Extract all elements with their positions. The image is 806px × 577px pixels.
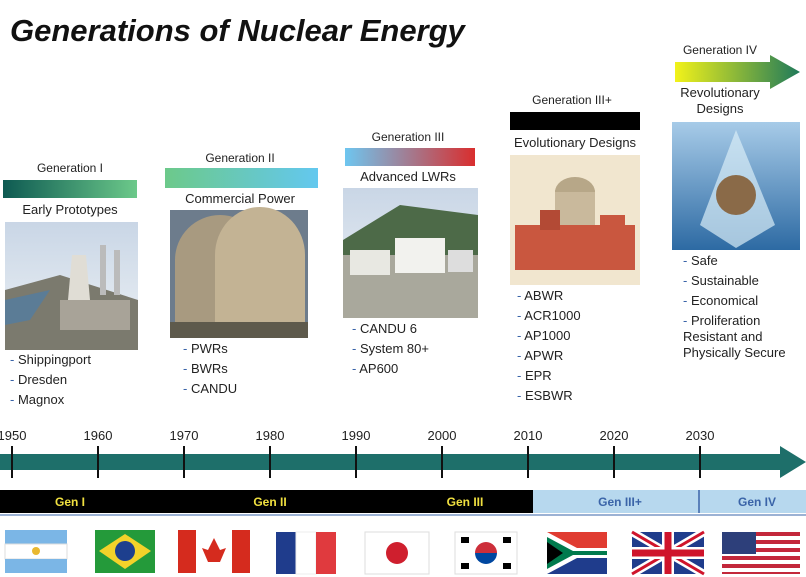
flag-canada	[178, 530, 250, 573]
year-label: 2030	[686, 428, 715, 444]
year-label: 1980	[256, 428, 285, 444]
list-item: AP600	[352, 361, 398, 377]
generation-subtitle: Revolutionary Designs	[670, 85, 770, 117]
generation-label: Generation I	[37, 160, 103, 176]
flag-argentina	[5, 530, 67, 573]
list-item: CANDU 6	[352, 321, 417, 337]
era-label: Gen III	[447, 494, 484, 510]
list-item: System 80+	[352, 341, 429, 357]
flags	[5, 530, 800, 574]
list-item: Economical	[683, 293, 793, 309]
year-label: 1960	[84, 428, 113, 444]
generation-label: Generation III+	[532, 92, 612, 108]
generation-subtitle: Evolutionary Designs	[514, 135, 636, 151]
timeline-band	[0, 454, 785, 470]
generation-subtitle: Advanced LWRs	[360, 169, 456, 185]
title: Generations of Nuclear Energy	[10, 12, 465, 50]
gen3-bar	[345, 148, 475, 166]
year-label: 2010	[514, 428, 543, 444]
list-item: BWRs	[183, 361, 228, 377]
timeline-arrowhead	[780, 446, 806, 478]
flag-brazil	[95, 530, 155, 573]
list-item: Safe	[683, 253, 793, 269]
list-item: APWR	[517, 348, 563, 364]
year-label: 2020	[600, 428, 629, 444]
flag-france	[276, 532, 336, 574]
gen4-image	[672, 122, 800, 250]
gen2-image	[170, 207, 308, 338]
list-item: EPR	[517, 368, 552, 384]
era-label: Gen I	[55, 494, 85, 510]
era-label: Gen II	[253, 494, 286, 510]
gen4-arrow	[675, 55, 800, 89]
flag-uk	[632, 532, 704, 574]
list-item: AP1000	[517, 328, 571, 344]
list-item: PWRs	[183, 341, 228, 357]
generation-subtitle: Commercial Power	[185, 191, 295, 207]
year-label: 1970	[170, 428, 199, 444]
year-label: 1950	[0, 428, 26, 444]
era-label: Gen III+	[598, 494, 642, 510]
gen3plus-image	[510, 155, 640, 285]
flag-usa	[722, 532, 800, 574]
list-item: Sustainable	[683, 273, 793, 289]
year-label: 1990	[342, 428, 371, 444]
list-item: Magnox	[10, 392, 64, 408]
list-item: ACR1000	[517, 308, 581, 324]
gen3plus-bar	[510, 112, 640, 130]
list-item: ABWR	[517, 288, 563, 304]
list-item: Dresden	[10, 372, 67, 388]
generation-subtitle: Early Prototypes	[22, 202, 117, 218]
list-item: ESBWR	[517, 388, 573, 404]
year-label: 2000	[428, 428, 457, 444]
generation-label: Generation III	[372, 129, 445, 145]
page: Generations of Nuclear Energy Generation…	[0, 0, 806, 577]
flag-korea	[455, 532, 517, 574]
gen1-bar	[3, 180, 137, 198]
generation-label: Generation IV	[683, 42, 757, 58]
flag-south-africa	[547, 532, 607, 574]
list-item: Shippingport	[10, 352, 91, 368]
list-item: Proliferation Resistant and Physically S…	[683, 313, 793, 361]
generation-label: Generation II	[205, 150, 274, 166]
era-label: Gen IV	[738, 494, 776, 510]
flag-japan	[365, 532, 429, 574]
gen2-bar	[165, 168, 318, 188]
list-item: CANDU	[183, 381, 237, 397]
gen1-image	[5, 222, 138, 350]
gen3-image	[343, 188, 478, 318]
